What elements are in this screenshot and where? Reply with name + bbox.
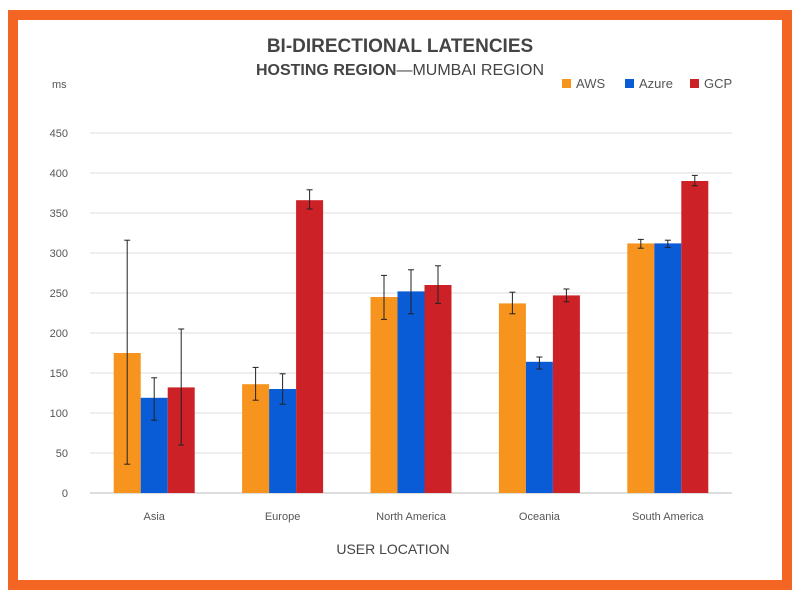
x-axis-label: USER LOCATION [336,541,449,557]
legend-label: GCP [704,76,732,91]
bar-azure [654,243,682,493]
bar-gcp [552,295,580,493]
bar-gcp [424,285,452,493]
legend-swatch-gcp [690,79,699,88]
x-tick-label: Asia [143,511,165,523]
y-tick-label: 100 [50,408,68,420]
legend-label: AWS [576,76,605,91]
y-tick-label: 150 [50,368,68,380]
x-tick-label: North America [376,511,447,523]
subtitle-rest: —MUMBAI REGION [396,62,544,79]
subtitle-bold: HOSTING REGION [255,62,397,79]
x-tick-label: Europe [265,511,300,523]
y-tick-label: 350 [50,208,68,220]
bar-gcp [681,181,709,493]
y-tick-label: 250 [50,288,68,300]
chart-subtitle: HOSTING REGION—MUMBAI REGION [0,62,800,80]
y-tick-label: 50 [56,448,68,460]
bar-azure [397,291,425,493]
y-axis-label: ms [52,79,67,91]
bar-gcp [296,200,324,493]
y-tick-label: 300 [50,248,68,260]
bar-azure [525,361,553,493]
y-tick-label: 0 [62,488,68,500]
x-tick-label: South America [632,511,704,523]
legend-swatch-aws [562,79,571,88]
bar-azure [269,389,297,493]
x-tick-label: Oceania [519,511,561,523]
bar-aws [370,297,398,493]
bar-chart: 0 50 100 150 200 250 300 350 400 450 ms USER LOCATI… [50,76,733,557]
bar-aws [242,384,270,493]
bar-aws [627,243,655,493]
y-tick-label: 450 [50,128,68,140]
y-tick-label: 200 [50,328,68,340]
y-tick-label: 400 [50,168,68,180]
chart-title: BI-DIRECTIONAL LATENCIES [266,36,534,57]
legend-swatch-azure [625,79,634,88]
bar-aws [498,303,526,493]
legend-label: Azure [639,76,673,91]
